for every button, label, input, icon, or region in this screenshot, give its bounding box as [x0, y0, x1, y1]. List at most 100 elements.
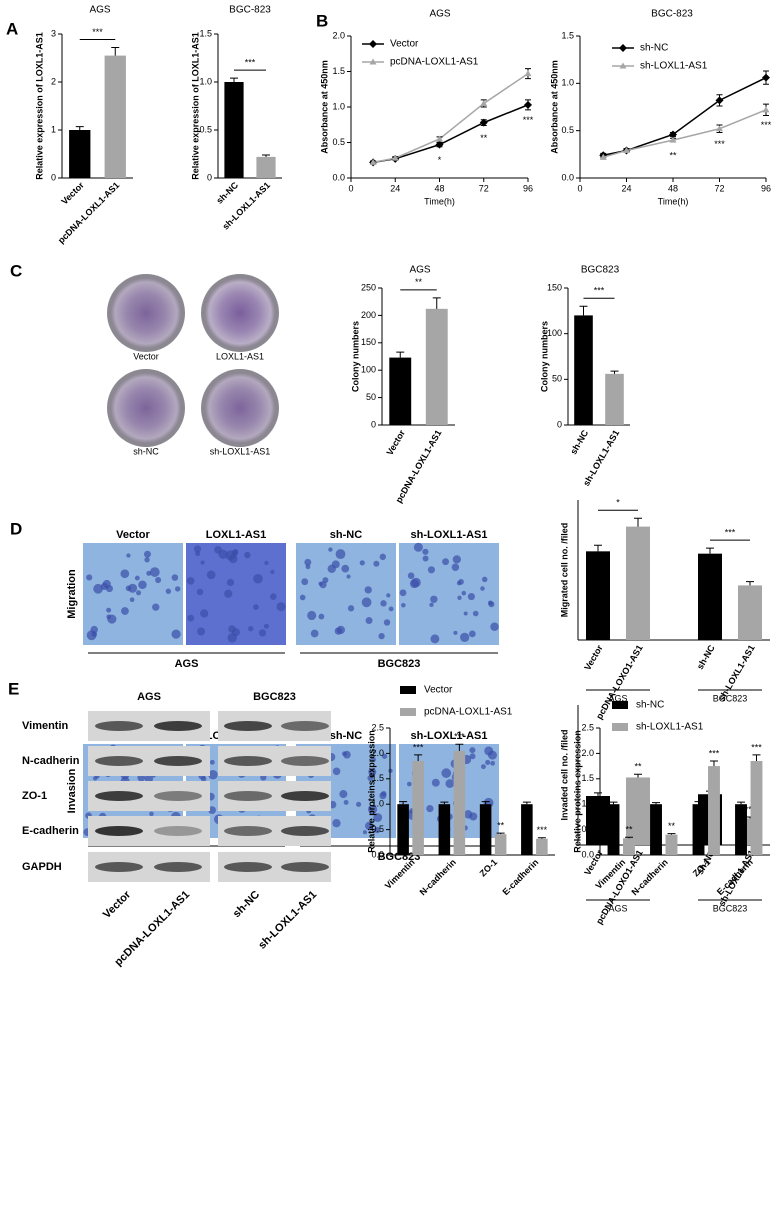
- cell: [305, 564, 311, 570]
- cell: [422, 548, 429, 555]
- marker: [436, 135, 443, 142]
- cell: [374, 826, 381, 834]
- bar: [494, 834, 507, 855]
- cell: [463, 810, 473, 819]
- cell: [453, 630, 458, 635]
- cell: [136, 590, 142, 596]
- marker: [619, 62, 627, 69]
- bar: [698, 553, 722, 640]
- x-tick-label: E-cadherin: [501, 857, 541, 897]
- marker: [391, 154, 399, 161]
- blot-band: [95, 862, 143, 872]
- cell: [346, 574, 351, 579]
- cell: [186, 577, 195, 585]
- cell: [299, 594, 306, 601]
- cell: [134, 575, 140, 581]
- y-tick-label: 2: [51, 76, 56, 86]
- cell: [264, 560, 269, 565]
- cell: [171, 574, 179, 581]
- y-tick-label: 150: [547, 282, 562, 292]
- colony-label: LOXL1-AS1: [216, 351, 264, 361]
- transwell-image: [296, 543, 396, 645]
- group-label: AGS: [608, 903, 627, 913]
- bar: [738, 585, 762, 640]
- cell: [406, 781, 412, 787]
- lane-label: sh-NC: [231, 889, 262, 920]
- cell: [371, 757, 376, 762]
- marker: [716, 125, 723, 132]
- blot-group: AGS: [137, 691, 161, 703]
- legend-label: Vector: [390, 39, 419, 50]
- legend-swatch: [400, 686, 416, 694]
- cell: [343, 799, 349, 805]
- y-axis-label: Colony numbers: [539, 321, 549, 392]
- cell: [490, 622, 499, 631]
- legend-label: sh-LOXL1-AS1: [640, 61, 708, 72]
- significance: ***: [454, 732, 465, 742]
- cell: [200, 609, 209, 618]
- blot-band: [154, 721, 202, 731]
- bar: [605, 373, 624, 425]
- cell: [270, 569, 275, 574]
- protein-label: ZO-1: [22, 790, 47, 802]
- x-tick-label: Vector: [582, 643, 605, 672]
- significance: **: [669, 151, 677, 161]
- significance: *: [438, 155, 442, 165]
- panel-label: C: [10, 261, 22, 280]
- x-tick-label: 96: [523, 183, 533, 193]
- colony-label: Vector: [133, 351, 159, 361]
- cell: [248, 626, 254, 632]
- cell: [480, 586, 485, 591]
- series-line: [373, 104, 529, 164]
- error-bar: [609, 801, 618, 805]
- bar: [453, 750, 466, 855]
- cell: [452, 555, 461, 564]
- cell: [365, 821, 374, 831]
- x-tick-label: ZO-1: [478, 857, 500, 879]
- bar: [708, 766, 720, 855]
- marker: [669, 136, 677, 143]
- legend-label: Vector: [424, 685, 453, 696]
- series-line: [603, 76, 767, 157]
- significance: **: [480, 133, 488, 143]
- error-bar: [414, 754, 423, 762]
- blot-band: [154, 756, 202, 766]
- cell: [301, 578, 309, 586]
- panel-label: B: [316, 11, 328, 30]
- error-bar: [230, 77, 238, 82]
- y-tick-label: 2.0: [332, 30, 345, 40]
- x-tick-label: 0: [577, 183, 582, 193]
- blot-band: [281, 721, 329, 731]
- significance: **: [668, 821, 676, 831]
- group-label: BGC823: [713, 693, 748, 703]
- y-tick-label: 1.5: [332, 66, 345, 76]
- cell: [431, 778, 440, 787]
- column-label: LOXL1-AS1: [206, 529, 267, 541]
- marker: [369, 40, 377, 48]
- bar: [479, 804, 492, 855]
- panel-label: E: [8, 679, 19, 698]
- blot-band: [224, 756, 272, 766]
- y-tick-label: 1.0: [561, 78, 574, 88]
- y-tick-label: 50: [366, 392, 376, 402]
- marker: [599, 153, 607, 160]
- chart-title: BGC-823: [651, 9, 693, 20]
- cell: [388, 606, 394, 612]
- blot-band: [95, 756, 143, 766]
- marker: [480, 99, 488, 106]
- bar: [521, 804, 533, 855]
- cell: [359, 560, 365, 566]
- blot-band: [281, 862, 329, 872]
- cell: [378, 632, 385, 640]
- cell: [383, 619, 391, 626]
- bar: [224, 82, 244, 178]
- cell: [129, 597, 135, 603]
- cell: [341, 564, 350, 573]
- bar: [586, 551, 610, 640]
- bar: [256, 156, 276, 178]
- error-bar: [432, 297, 441, 309]
- cell: [231, 549, 238, 557]
- cell: [379, 553, 387, 561]
- blot-band: [154, 791, 202, 801]
- bar: [536, 838, 548, 855]
